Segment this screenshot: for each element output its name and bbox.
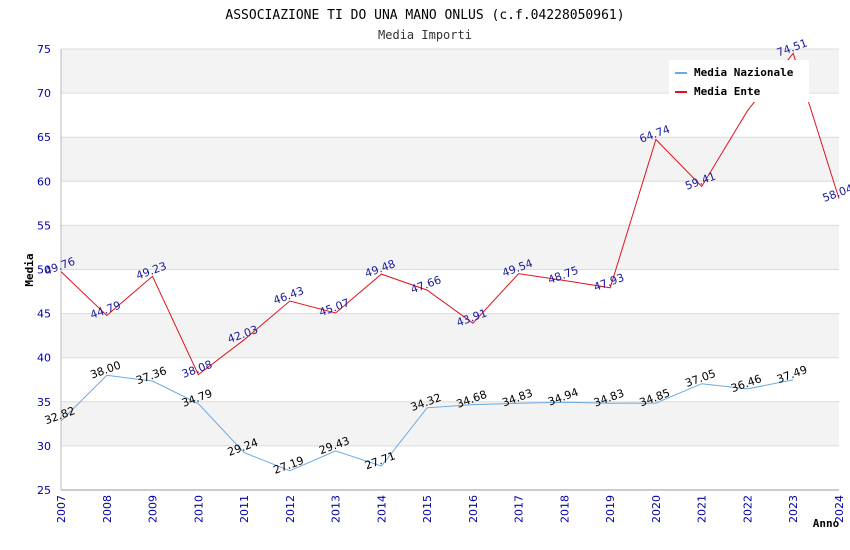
y-axis-label: Media xyxy=(23,253,36,286)
y-tick-label: 30 xyxy=(37,440,51,453)
series-line-media-ente xyxy=(60,52,840,376)
x-tick-label: 2021 xyxy=(696,495,709,523)
x-tick-label: 2023 xyxy=(787,495,800,523)
plot-band xyxy=(61,181,839,226)
x-tick-label: 2012 xyxy=(284,495,297,523)
y-tick-label: 50 xyxy=(37,264,51,277)
x-tick-label: 2013 xyxy=(330,495,343,523)
x-tick-label: 2015 xyxy=(421,495,434,523)
x-tick-label: 2009 xyxy=(147,495,160,523)
x-tick-label: 2014 xyxy=(375,495,388,523)
y-tick-label: 70 xyxy=(37,87,51,100)
x-tick-label: 2016 xyxy=(467,495,480,523)
x-tick-label: 2018 xyxy=(558,495,571,523)
chart-title: ASSOCIAZIONE TI DO UNA MANO ONLUS (c.f.0… xyxy=(225,8,624,23)
plot-band xyxy=(61,313,839,358)
legend: Media Nazionale Media Ente xyxy=(669,60,809,102)
y-tick-labels: 25 30 35 40 45 50 55 60 65 70 75 xyxy=(37,43,51,497)
legend-box xyxy=(669,60,809,102)
series-lines xyxy=(60,52,840,472)
x-tick-label: 2019 xyxy=(604,495,617,523)
legend-label-ente: Media Ente xyxy=(694,85,761,98)
legend-label-nazionale: Media Nazionale xyxy=(694,66,794,79)
plot-band xyxy=(61,137,839,182)
plot-band xyxy=(61,225,839,270)
x-tick-label: 2017 xyxy=(513,495,526,523)
x-tick-label: 2024 xyxy=(833,495,846,523)
plot-band xyxy=(61,401,839,446)
series-line-media-nazionale xyxy=(60,374,794,472)
x-tick-label: 2007 xyxy=(55,495,68,523)
y-tick-label: 60 xyxy=(37,175,51,188)
x-tick-label: 2008 xyxy=(101,495,114,523)
chart-subtitle: Media Importi xyxy=(378,28,472,42)
plot-band xyxy=(61,357,839,402)
x-tick-label: 2020 xyxy=(650,495,663,523)
y-tick-label: 65 xyxy=(37,131,51,144)
plot-band xyxy=(61,445,839,490)
x-tick-label: 2010 xyxy=(192,495,205,523)
x-tick-label: 2022 xyxy=(741,495,754,523)
y-tick-label: 40 xyxy=(37,352,51,365)
y-tick-label: 25 xyxy=(37,484,51,497)
y-tick-label: 55 xyxy=(37,219,51,232)
x-tick-labels: 2007 2008 2009 2010 2011 2012 2013 2014 2015 2016… xyxy=(55,495,846,523)
y-tick-label: 45 xyxy=(37,308,51,321)
y-tick-label: 35 xyxy=(37,396,51,409)
x-tick-label: 2011 xyxy=(238,495,251,523)
x-axis-label: Anno xyxy=(813,517,840,530)
y-tick-label: 75 xyxy=(37,43,51,56)
